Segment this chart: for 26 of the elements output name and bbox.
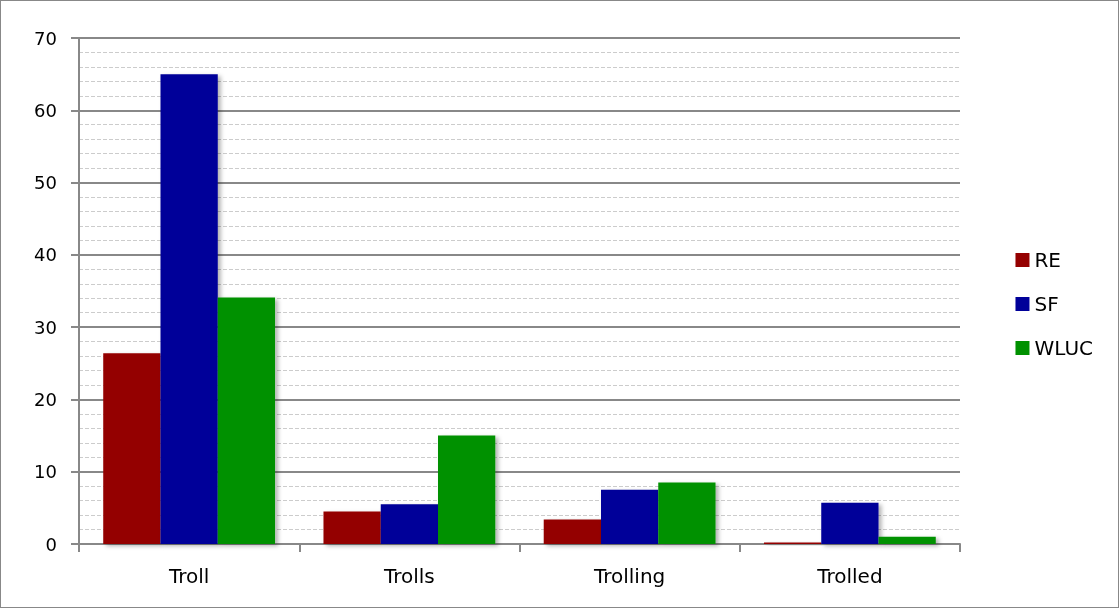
bar	[821, 502, 879, 544]
legend-label: WLUC	[1034, 336, 1094, 360]
bar	[658, 482, 716, 544]
y-tick-label: 70	[34, 27, 57, 49]
bar	[438, 435, 496, 544]
y-tick-label: 40	[34, 244, 57, 266]
x-tick-label: Trolled	[816, 564, 883, 588]
bar	[160, 74, 218, 544]
y-tick-label: 50	[34, 172, 57, 194]
bar	[380, 504, 439, 544]
y-tick-label: 30	[34, 316, 57, 338]
y-tick-label: 60	[34, 99, 57, 121]
bar	[543, 519, 601, 544]
bar	[217, 297, 276, 544]
y-tick-label: 20	[34, 388, 57, 410]
bar	[600, 489, 659, 544]
legend-label: RE	[1034, 248, 1062, 272]
x-tick-label: Trolls	[382, 564, 435, 588]
bar	[323, 511, 381, 544]
bar	[878, 536, 936, 544]
x-tick-label: Trolling	[592, 564, 666, 588]
x-tick-label: Troll	[167, 564, 210, 588]
legend-label: SF	[1034, 292, 1059, 316]
y-tick-label: 0	[45, 533, 57, 555]
y-tick-label: 10	[34, 461, 57, 483]
bar	[103, 353, 161, 544]
